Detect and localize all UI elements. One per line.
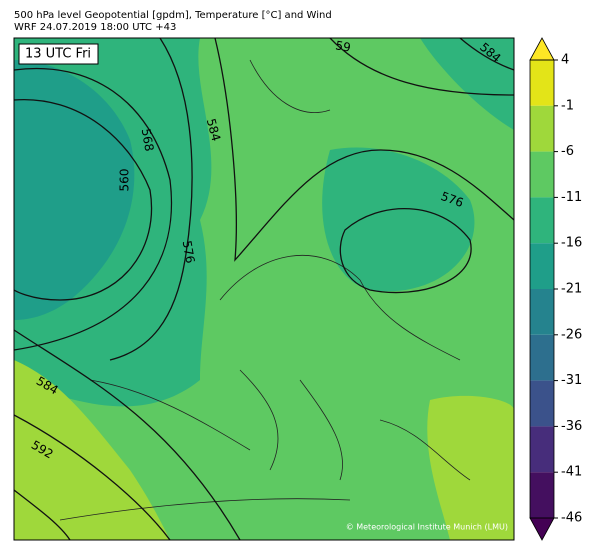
contour-label: 568 bbox=[139, 127, 157, 152]
temp-field bbox=[420, 38, 514, 130]
colorbar-level bbox=[530, 197, 554, 244]
contour-label: 59 bbox=[334, 38, 351, 54]
contour bbox=[14, 67, 173, 351]
contour bbox=[14, 414, 171, 540]
coastline bbox=[59, 59, 471, 521]
contour bbox=[109, 38, 193, 361]
title-line-2: WRF 24.07.2019 18:00 UTC +43 bbox=[14, 22, 176, 33]
colorbar-level bbox=[530, 243, 554, 289]
colorbar-level bbox=[530, 380, 554, 427]
contour-label: 560 bbox=[118, 169, 132, 192]
colorbar-tick-label: 4 bbox=[561, 53, 569, 68]
contour bbox=[329, 38, 514, 96]
colorbar-tick-label: -26 bbox=[561, 327, 582, 342]
contour bbox=[214, 38, 514, 262]
contour bbox=[459, 38, 514, 71]
map: 13 UTC Fri © Meteorological Institute Mu… bbox=[13, 37, 515, 541]
title-line-1: 500 hPa level Geopotential [gpdm], Tempe… bbox=[14, 10, 332, 21]
contour-label: 576 bbox=[180, 239, 198, 264]
colorbar: 4 -1 -6 -11 -16 -21 -26 -31 -36 -41 -46 bbox=[529, 37, 582, 541]
colorbar-level bbox=[530, 334, 554, 381]
contour bbox=[14, 99, 153, 301]
colorbar-level bbox=[530, 105, 554, 152]
colorbar-tick-label: -21 bbox=[561, 282, 582, 297]
time-label: 13 UTC Fri bbox=[25, 47, 91, 62]
colorbar-extend-top bbox=[529, 37, 555, 61]
colorbar-tick-label: -46 bbox=[561, 511, 582, 526]
colorbar-tick-label: -11 bbox=[561, 190, 582, 205]
colorbar-tick-label: -36 bbox=[561, 419, 582, 434]
colorbar-tick-label: -41 bbox=[561, 465, 582, 480]
temp-field bbox=[322, 147, 475, 292]
contour bbox=[14, 489, 71, 540]
colorbar-level bbox=[530, 426, 554, 473]
colorbar-level bbox=[530, 472, 554, 518]
colorbar-tick-label: -1 bbox=[561, 98, 574, 113]
credit: © Meteorological Institute Munich (LMU) bbox=[346, 523, 508, 532]
colorbar-tick-label: -31 bbox=[561, 373, 582, 388]
contour-label: 584 bbox=[204, 117, 223, 143]
temp-field bbox=[14, 60, 135, 320]
colorbar-level bbox=[530, 60, 554, 106]
temp-field bbox=[427, 395, 514, 540]
map-frame bbox=[13, 37, 515, 541]
time-box bbox=[18, 43, 99, 65]
colorbar-tick-label: -6 bbox=[561, 144, 574, 159]
colorbar-level bbox=[530, 151, 554, 198]
contour bbox=[14, 329, 241, 540]
colorbar-tick-label: -16 bbox=[561, 236, 582, 251]
colorbar-extend-bottom bbox=[529, 517, 555, 541]
contour bbox=[339, 207, 472, 294]
temp-field bbox=[14, 360, 170, 540]
colorbar-level bbox=[530, 289, 554, 335]
